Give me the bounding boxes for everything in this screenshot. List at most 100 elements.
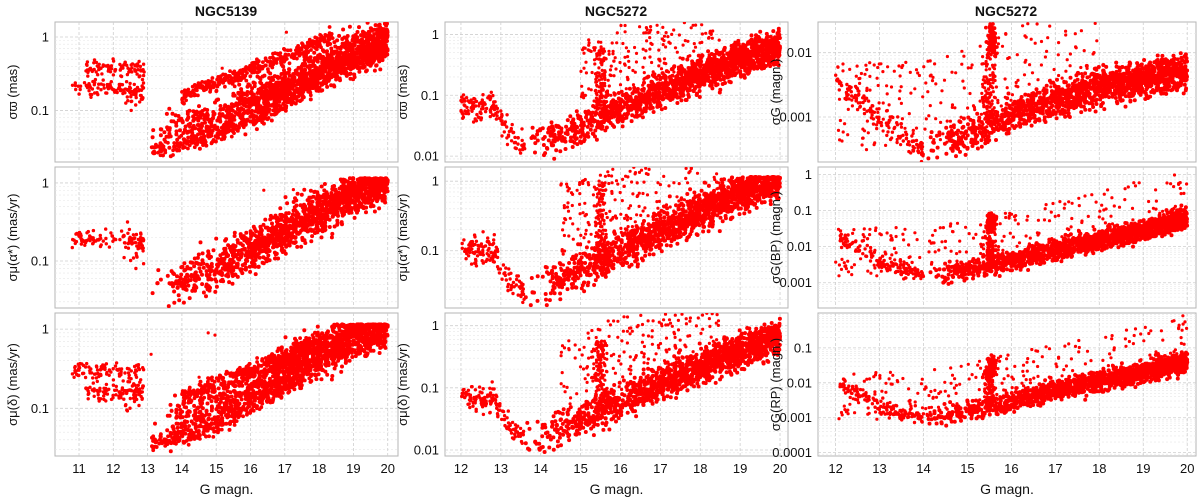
data-point — [288, 96, 293, 101]
data-point — [353, 187, 358, 192]
data-point — [250, 119, 255, 124]
data-point — [378, 67, 383, 72]
data-point — [230, 281, 235, 286]
data-point — [113, 67, 118, 72]
data-point — [231, 93, 236, 98]
data-point — [364, 210, 368, 215]
data-point — [292, 235, 297, 240]
data-point — [247, 249, 252, 254]
data-point — [377, 206, 382, 211]
data-point — [245, 93, 249, 97]
data-point — [272, 230, 277, 235]
data-point — [300, 75, 305, 80]
data-point — [244, 230, 249, 235]
data-point — [277, 89, 282, 94]
data-point — [307, 199, 311, 203]
data-point — [196, 132, 200, 137]
data-point — [259, 81, 264, 86]
y-tick-label: 1 — [42, 30, 49, 45]
data-point — [138, 74, 142, 78]
data-point — [383, 49, 388, 53]
data-point — [78, 84, 83, 88]
data-point — [334, 77, 339, 82]
data-point — [347, 24, 352, 29]
data-point — [138, 64, 143, 69]
data-point — [378, 40, 383, 45]
data-point — [222, 131, 227, 135]
data-point — [352, 37, 357, 42]
data-point — [195, 123, 200, 127]
data-point — [216, 386, 221, 391]
data-point — [259, 77, 263, 82]
data-point — [279, 61, 283, 65]
data-point — [334, 67, 339, 71]
data-point — [124, 245, 128, 249]
data-point — [98, 386, 102, 390]
data-point — [270, 221, 274, 226]
data-point — [226, 262, 231, 266]
y-tick-label: 1 — [42, 175, 49, 190]
data-point — [310, 199, 315, 204]
data-point — [263, 256, 268, 261]
data-point — [94, 70, 98, 74]
data-point — [350, 44, 355, 49]
data-point — [99, 243, 103, 247]
data-point — [110, 234, 115, 238]
data-point — [346, 66, 351, 70]
data-point — [128, 81, 132, 86]
data-point — [379, 49, 384, 54]
data-point — [221, 262, 226, 267]
data-point — [153, 421, 157, 426]
data-point — [288, 86, 293, 91]
data-point — [353, 34, 358, 39]
data-point — [169, 281, 174, 286]
data-point — [191, 123, 196, 128]
data-point — [318, 33, 323, 37]
data-point — [208, 80, 212, 84]
data-point — [269, 78, 274, 83]
data-point — [352, 215, 357, 220]
data-point — [337, 33, 342, 38]
data-point — [344, 203, 349, 208]
data-point — [330, 231, 335, 236]
data-point — [368, 26, 373, 31]
data-point — [251, 248, 256, 253]
data-point — [304, 207, 309, 212]
data-point — [158, 133, 163, 138]
data-point — [295, 82, 300, 87]
data-point — [242, 100, 247, 105]
data-point — [326, 79, 331, 83]
data-point — [227, 280, 232, 285]
data-point — [352, 51, 357, 56]
data-point — [129, 63, 133, 67]
data-point — [129, 89, 133, 94]
data-point — [186, 146, 190, 151]
data-point — [283, 335, 288, 340]
data-point — [275, 74, 280, 79]
data-point — [256, 251, 261, 256]
data-point — [327, 37, 332, 42]
column-title-ngc5272-photometry: NGC5272 — [975, 3, 1037, 19]
data-point — [92, 83, 97, 87]
data-point — [334, 55, 339, 60]
data-point — [273, 57, 278, 61]
data-point — [260, 238, 265, 243]
data-point — [114, 388, 119, 392]
data-point — [350, 185, 355, 190]
data-point — [209, 131, 214, 136]
x-tick-label: 15 — [209, 461, 223, 476]
data-point — [127, 68, 132, 72]
data-point — [223, 238, 228, 243]
data-point — [189, 134, 194, 139]
data-point — [267, 81, 272, 86]
data-point — [378, 31, 383, 35]
data-point — [228, 258, 232, 263]
data-point — [253, 252, 257, 257]
data-point — [158, 127, 163, 132]
data-point — [183, 278, 188, 283]
data-point — [281, 214, 286, 219]
data-point — [311, 205, 316, 210]
data-point — [189, 137, 194, 142]
